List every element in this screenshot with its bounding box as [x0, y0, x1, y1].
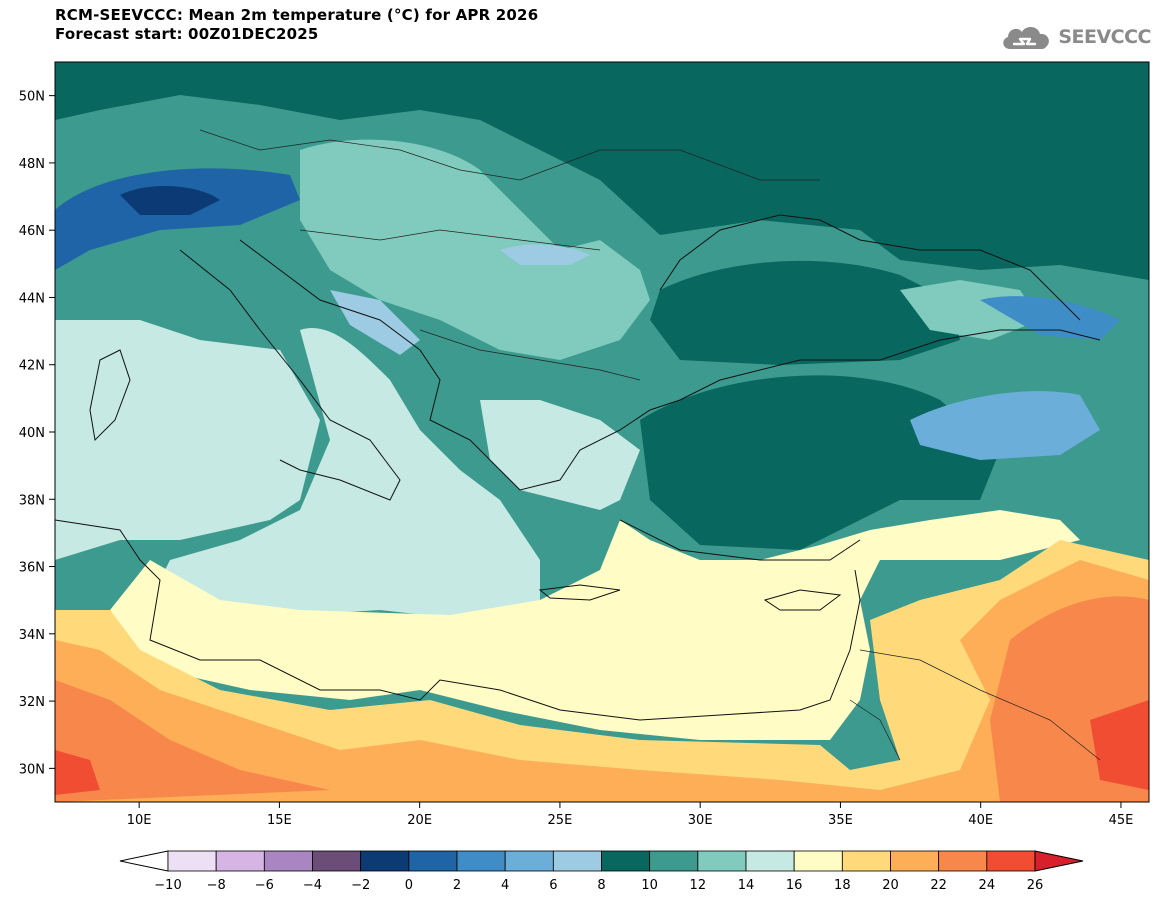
- colorbar-swatch: [167, 850, 217, 872]
- field-10-12-north: [55, 62, 1149, 280]
- lat-tick-label: 48N: [19, 157, 45, 172]
- colorbar-swatch: [745, 850, 795, 872]
- colorbar-swatch: [841, 850, 891, 872]
- lat-tick-label: 34N: [19, 628, 45, 643]
- lat-tick-label: 50N: [19, 90, 45, 105]
- colorbar-swatch: [552, 850, 602, 872]
- map-title: RCM-SEEVCCC: Mean 2m temperature (°C) fo…: [55, 6, 538, 44]
- seevccc-logo: SEEVCCC: [1000, 22, 1151, 52]
- colorbar-label: 24: [979, 878, 996, 893]
- colorbar-label: 10: [641, 878, 658, 893]
- colorbar-label: 22: [930, 878, 947, 893]
- colorbar-label: 20: [882, 878, 899, 893]
- field-18-20: [55, 540, 1149, 802]
- title-line-1: RCM-SEEVCCC: Mean 2m temperature (°C) fo…: [55, 6, 539, 24]
- lat-tick-label: 32N: [19, 695, 45, 710]
- colorbar-label: −4: [303, 878, 322, 893]
- lat-tick-label: 36N: [19, 561, 45, 576]
- colorbar-label: −10: [154, 878, 181, 893]
- field-alps-cold: [55, 168, 300, 270]
- field-caucasus-cold: [980, 296, 1120, 340]
- title-line-2: Forecast start: 00Z01DEC2025: [55, 25, 319, 43]
- field-24-26-libya: [55, 750, 100, 795]
- colorbar-swatch: [793, 850, 843, 872]
- lat-tick-label: 40N: [19, 426, 45, 441]
- lon-tick-label: 35E: [828, 813, 853, 828]
- colorbar-swatch: [312, 850, 362, 872]
- coastlines: [55, 214, 1101, 721]
- colorbar-swatch: [601, 850, 651, 872]
- field-12-14-balkans: [300, 139, 650, 360]
- colorbar-label: 0: [405, 878, 413, 893]
- colorbar-label: −6: [255, 878, 274, 893]
- lat-tick-label: 46N: [19, 224, 45, 239]
- longitude-axis: 10E 15E 20E 25E 30E 35E 40E 45E: [127, 802, 1134, 828]
- colorbar: −10 −8 −6 −4 −2 0 2 4 6 8 10 12 14 16 18 20 22 24 26: [119, 850, 1084, 893]
- colorbar-label: 2: [453, 878, 461, 893]
- field-dinaric-cold: [330, 290, 420, 355]
- lat-tick-label: 38N: [19, 493, 45, 508]
- colorbar-label: 6: [549, 878, 557, 893]
- field-carpathians-cold: [500, 244, 590, 265]
- colorbar-swatch: [697, 850, 747, 872]
- cloud-icon: [1003, 26, 1050, 49]
- colorbar-swatch: [408, 850, 458, 872]
- lon-tick-label: 10E: [127, 813, 152, 828]
- colorbar-arrow-low: [119, 850, 169, 872]
- colorbar-label: 16: [786, 878, 803, 893]
- colorbar-swatch: [456, 850, 506, 872]
- lat-tick-label: 44N: [19, 291, 45, 306]
- latitude-axis: 30N 32N 34N 36N 38N 40N 42N 44N 46N 48N 50N: [19, 90, 55, 777]
- colorbar-swatch: [504, 850, 554, 872]
- field-14-16-ionian: [150, 328, 540, 620]
- lon-tick-label: 15E: [267, 813, 292, 828]
- field-10-12-anatolia: [640, 375, 1000, 550]
- colorbar-label: 26: [1027, 878, 1044, 893]
- lon-tick-label: 20E: [407, 813, 432, 828]
- colorbar-arrow-high: [1034, 850, 1084, 872]
- field-10-12-blacksea: [650, 260, 960, 365]
- colorbar-swatch: [890, 850, 940, 872]
- colorbar-swatch: [649, 850, 699, 872]
- lon-tick-label: 30E: [688, 813, 713, 828]
- logo-text: SEEVCCC: [1058, 26, 1151, 48]
- field-24-26-arabia: [1090, 700, 1149, 790]
- lat-tick-label: 30N: [19, 762, 45, 777]
- lon-tick-label: 45E: [1109, 813, 1134, 828]
- colorbar-label: −2: [351, 878, 370, 893]
- colorbar-label: −8: [207, 878, 226, 893]
- field-alps-coldest: [120, 185, 220, 215]
- field-14-16-aegean: [480, 400, 640, 510]
- colorbar-swatch: [986, 850, 1036, 872]
- colorbar-label: 8: [597, 878, 605, 893]
- lat-tick-label: 42N: [19, 359, 45, 374]
- colorbar-label: 18: [834, 878, 851, 893]
- colorbar-label: 14: [738, 878, 755, 893]
- colorbar-label: 4: [501, 878, 509, 893]
- field-12-14-caucasus: [900, 280, 1040, 340]
- colorbar-swatch: [263, 850, 313, 872]
- lon-tick-label: 40E: [968, 813, 993, 828]
- colorbar-swatch: [938, 850, 988, 872]
- borders: [199, 129, 1101, 761]
- colorbar-swatch: [360, 850, 410, 872]
- field-22-24-libya: [55, 680, 330, 802]
- field-14-16-west: [55, 320, 320, 560]
- colorbar-swatch: [215, 850, 265, 872]
- map-field: [55, 62, 1149, 802]
- field-anatolia-cold: [910, 391, 1100, 460]
- colorbar-label: 12: [690, 878, 707, 893]
- lon-tick-label: 25E: [548, 813, 573, 828]
